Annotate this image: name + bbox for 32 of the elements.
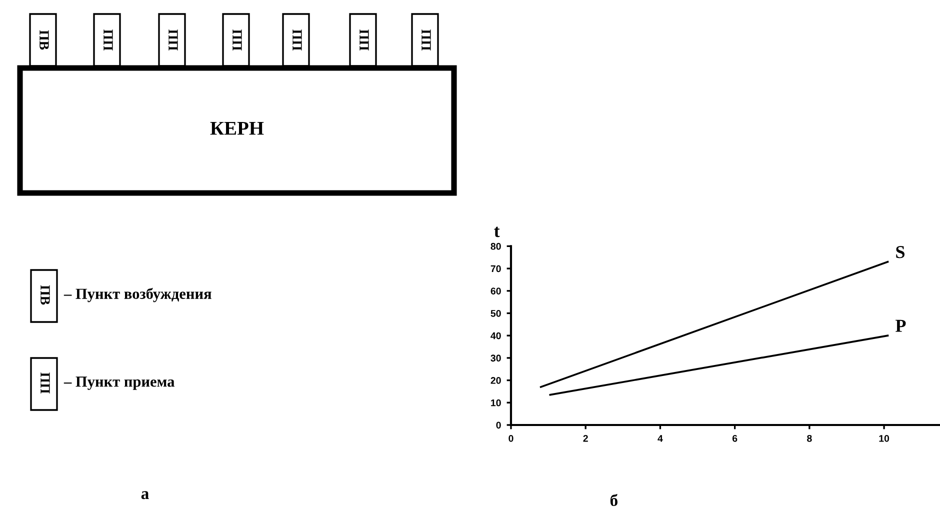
y-tick-label: 0: [496, 422, 501, 429]
text: КЕРН: [210, 122, 264, 135]
series-label: S: [896, 246, 905, 258]
y-tick-label: 30: [490, 354, 501, 362]
y-tick-label: 80: [490, 242, 501, 250]
y-tick-label: 70: [490, 265, 501, 272]
y-tick-label: 20: [490, 377, 501, 384]
text: ПВ: [40, 30, 49, 50]
text: ПП: [168, 29, 178, 51]
x-tick-label: 4: [658, 435, 663, 442]
y-tick-label: 60: [490, 288, 501, 294]
x-tick-label: 6: [732, 434, 738, 442]
y-axis-title: t: [494, 226, 500, 238]
text: ПП: [40, 372, 50, 394]
text: – Пункт приема: [64, 376, 175, 390]
x-tick-label: 2: [583, 434, 588, 442]
text: ПП: [232, 29, 242, 51]
y-tick-label: 10: [491, 399, 501, 406]
x-tick-label: 10: [879, 434, 890, 442]
text: ПП: [360, 29, 369, 51]
text: – Пункт возбуждения: [64, 288, 212, 302]
y-tick-label: 40: [490, 332, 501, 340]
series-label: P: [896, 320, 906, 332]
text: ПП: [104, 29, 113, 51]
text: б: [610, 494, 618, 506]
text: ПП: [292, 29, 302, 51]
x-tick-label: 0: [508, 434, 514, 442]
text: ПП: [422, 29, 431, 51]
text: ПВ: [40, 285, 50, 305]
x-tick-label: 8: [807, 434, 812, 442]
y-tick-label: 50: [490, 310, 501, 317]
text: а: [141, 491, 149, 500]
